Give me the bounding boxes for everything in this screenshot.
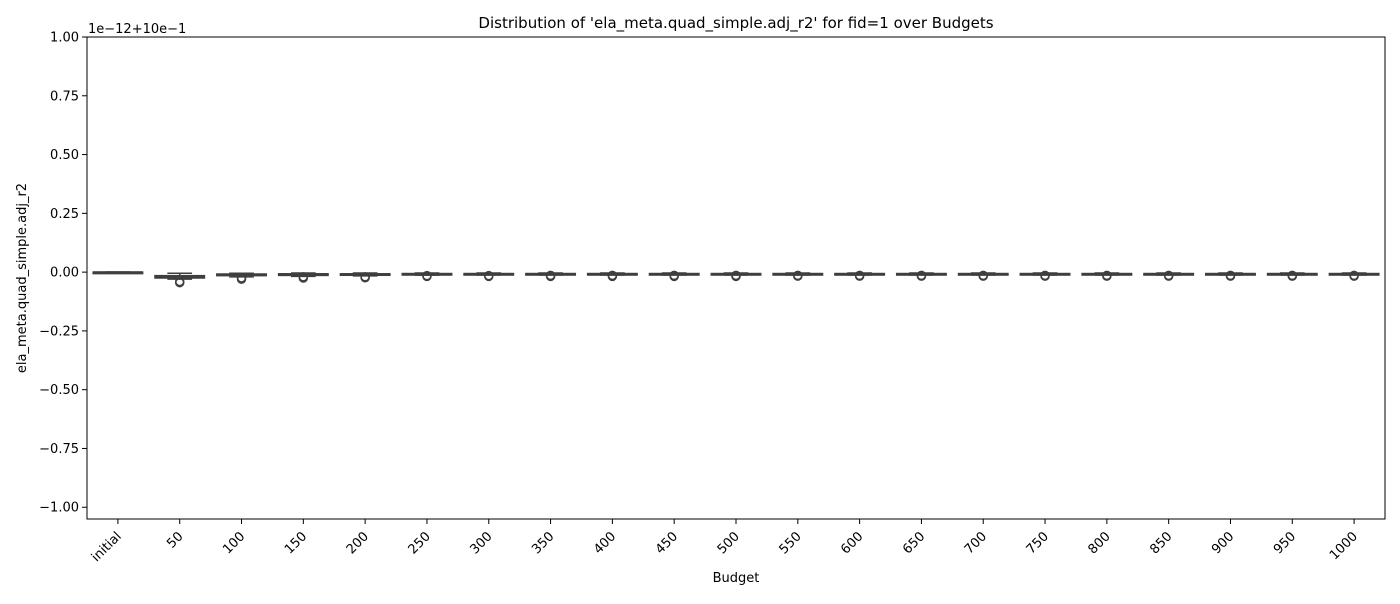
box-series bbox=[92, 270, 1380, 288]
box-200 bbox=[339, 272, 391, 283]
y-tick-label: 0.75 bbox=[50, 89, 79, 104]
y-axis-ticks: 1.00 0.75 0.50 0.25 0.00 −0.25 −0.50 −0.75 −1.00 bbox=[39, 31, 87, 516]
y-axis-label: ela_meta.quad_simple.adj_r2 bbox=[15, 183, 30, 373]
box-800 bbox=[1081, 270, 1133, 281]
outlier-point bbox=[1102, 271, 1112, 281]
outlier-point bbox=[298, 273, 309, 283]
y-tick-label: −0.50 bbox=[39, 383, 79, 398]
box-250 bbox=[401, 270, 453, 282]
outlier-point bbox=[731, 271, 741, 282]
box-initial bbox=[92, 271, 144, 275]
y-tick-label: 0.00 bbox=[50, 266, 79, 281]
outlier-point bbox=[236, 274, 247, 284]
box-300 bbox=[463, 270, 515, 282]
outlier-point bbox=[607, 271, 618, 282]
box-550 bbox=[772, 270, 824, 281]
outlier-point bbox=[854, 271, 865, 281]
x-axis-label: Budget bbox=[713, 571, 760, 586]
box-850 bbox=[1143, 270, 1195, 281]
outlier-point bbox=[1287, 271, 1298, 281]
outlier-point bbox=[360, 273, 370, 283]
box-150 bbox=[277, 272, 329, 283]
outlier-point bbox=[545, 271, 556, 282]
outlier-point bbox=[422, 271, 432, 282]
box-650 bbox=[895, 270, 947, 281]
y-tick-label: 0.50 bbox=[50, 148, 79, 163]
box-600 bbox=[834, 270, 886, 281]
outlier-point bbox=[793, 271, 803, 281]
y-tick-label: 0.25 bbox=[50, 207, 79, 222]
box-350 bbox=[525, 270, 577, 282]
box-900 bbox=[1205, 270, 1256, 281]
box-700 bbox=[957, 270, 1009, 281]
outlier-point bbox=[1163, 271, 1174, 281]
outlier-point bbox=[978, 271, 988, 281]
outlier-point bbox=[1040, 271, 1050, 281]
box-1000 bbox=[1328, 270, 1380, 281]
outlier-point bbox=[174, 277, 185, 288]
chart-title: Distribution of 'ela_meta.quad_simple.ad… bbox=[478, 14, 993, 33]
box-950 bbox=[1266, 270, 1318, 281]
outlier-point bbox=[1349, 271, 1359, 281]
y-tick-label: −0.25 bbox=[39, 324, 79, 339]
plot-area-frame bbox=[86, 36, 1386, 520]
y-tick-label: −1.00 bbox=[39, 501, 79, 516]
box-750 bbox=[1019, 270, 1071, 281]
box-50 bbox=[154, 272, 206, 288]
outlier-point bbox=[1225, 271, 1236, 281]
box-500 bbox=[710, 270, 762, 282]
outlier-point bbox=[669, 271, 679, 282]
outlier-point bbox=[484, 271, 494, 282]
y-tick-label: 1.00 bbox=[50, 31, 79, 46]
outlier-point bbox=[916, 271, 927, 281]
box-400 bbox=[586, 270, 638, 282]
y-axis-offset-label: 1e−12+10e−1 bbox=[88, 22, 186, 37]
box-450 bbox=[648, 270, 700, 282]
y-tick-label: −0.75 bbox=[39, 442, 79, 457]
box-100 bbox=[216, 272, 267, 284]
